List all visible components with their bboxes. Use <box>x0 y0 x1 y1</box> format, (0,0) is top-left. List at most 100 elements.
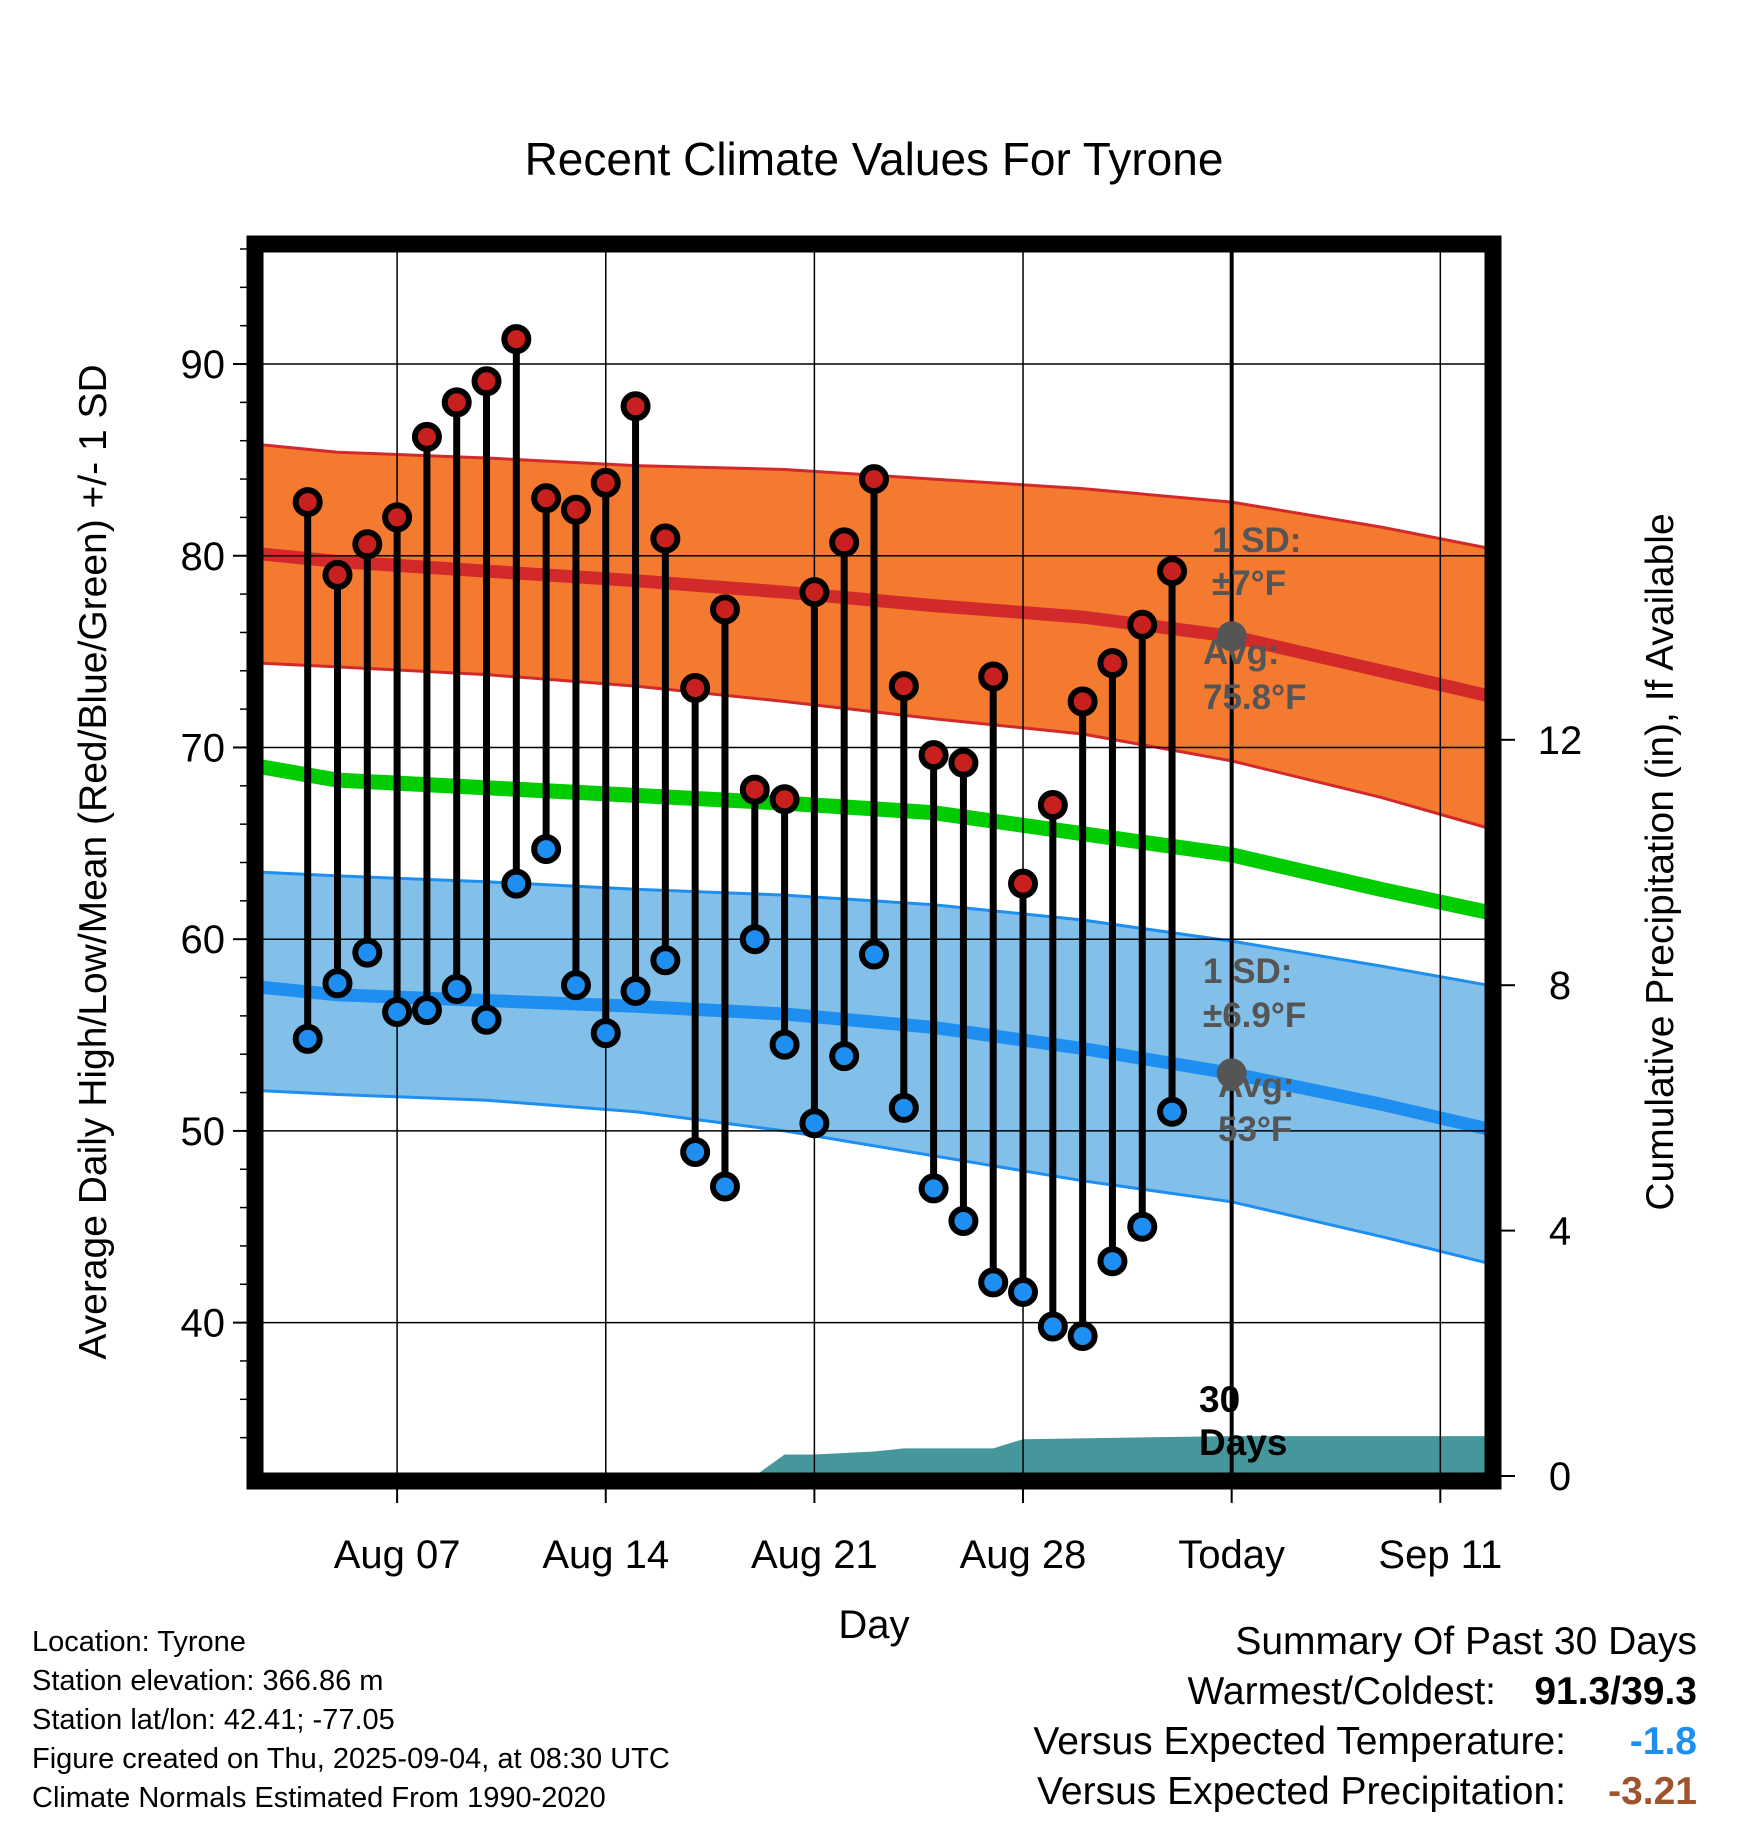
low-normal-line <box>259 980 1490 1136</box>
low-temp-point <box>978 1267 1009 1298</box>
low-temp-point <box>411 995 442 1026</box>
low-avg-value: 53°F <box>1218 1110 1292 1149</box>
low-temp-point <box>292 1023 323 1054</box>
warmest-value: 91.3/39.3 <box>1534 1670 1697 1713</box>
low-temp-point <box>739 924 770 955</box>
low-temp-point <box>352 937 383 968</box>
low-temp-point <box>1127 1211 1158 1242</box>
high-temp-point <box>531 483 562 514</box>
x-tick-label: Aug 14 <box>542 1533 669 1577</box>
low-temp-point <box>859 939 889 970</box>
y2-tick-label: 12 <box>1538 719 1583 763</box>
x-tick-label: Sep 11 <box>1378 1533 1502 1577</box>
high-temp-point <box>1037 789 1068 820</box>
high-temp-point <box>978 661 1009 692</box>
low-temp-point <box>680 1136 711 1167</box>
days-unit-label: Days <box>1199 1422 1287 1463</box>
location-info: Location: Tyrone <box>32 1626 246 1658</box>
high-sd-band-upper-edge <box>259 443 1489 550</box>
high-avg-value: 75.8°F <box>1203 678 1307 717</box>
y-tick-label: 90 <box>181 343 226 387</box>
mean-normal-line <box>258 759 1490 920</box>
low-temp-point <box>501 868 532 899</box>
x-tick-label: Today <box>1178 1533 1285 1577</box>
high-temp-point <box>709 594 740 625</box>
summary-warmest-row: Warmest/Coldest: 91.3/39.3 <box>0 1670 1748 1718</box>
temp-value: -1.8 <box>1629 1720 1697 1763</box>
y-tick-label: 80 <box>181 535 226 579</box>
low-temp-point <box>918 1173 949 1204</box>
summary-precip-row: Versus Expected Precipitation: -3.21 <box>0 1770 1748 1818</box>
high-temp-point <box>322 559 353 590</box>
summary-title: Summary Of Past 30 Days <box>1235 1620 1697 1663</box>
high-temp-point <box>441 387 472 418</box>
high-temp-point <box>1067 686 1098 717</box>
low-temp-point <box>1037 1311 1068 1342</box>
low-avg-label: Avg: <box>1218 1066 1294 1105</box>
high-temp-point <box>680 673 711 704</box>
warmest-label: Warmest/Coldest: <box>1187 1670 1496 1713</box>
high-temp-point <box>888 671 919 702</box>
high-temp-point <box>292 487 323 518</box>
high-temp-point <box>501 324 532 355</box>
low-temp-point <box>1157 1096 1188 1127</box>
high-sd-band-lower-edge <box>259 661 1489 830</box>
precipitation-area <box>260 1436 1488 1476</box>
high-temp-point <box>352 529 383 560</box>
chart-title: Recent Climate Values For Tyrone <box>525 133 1224 185</box>
y2-axis-title: Cumulative Precipitation (in), If Availa… <box>1639 513 1682 1210</box>
low-sd-label: 1 SD: <box>1203 952 1292 991</box>
low-temp-point <box>709 1171 740 1202</box>
low-temp-point <box>590 1018 621 1049</box>
low-temp-point <box>1097 1246 1128 1277</box>
y-tick-label: 40 <box>181 1302 226 1346</box>
high-temp-point <box>859 464 889 495</box>
high-temp-point <box>799 577 830 608</box>
x-tick-label: Aug 07 <box>334 1533 461 1577</box>
plot-frame <box>246 235 1502 1490</box>
low-temp-point <box>441 974 472 1005</box>
high-temp-point <box>739 774 770 805</box>
low-temp-point <box>322 968 353 999</box>
created-info: Figure created on Thu, 2025-09-04, at 08… <box>32 1743 670 1775</box>
low-sd-band <box>260 872 1488 1264</box>
high-sd-value: ±7°F <box>1212 564 1286 603</box>
high-temp-point <box>1127 609 1158 640</box>
x-tick-label: Aug 21 <box>751 1533 878 1577</box>
low-temp-point <box>799 1108 830 1139</box>
high-temp-point <box>829 527 860 558</box>
high-temp-point <box>1008 868 1039 899</box>
y-tick-label: 60 <box>181 918 226 962</box>
low-temp-point <box>948 1206 979 1237</box>
high-temp-point <box>560 494 591 525</box>
summary-temp-row: Versus Expected Temperature: -1.8 <box>0 1720 1748 1768</box>
latlon-info: Station lat/lon: 42.41; -77.05 <box>32 1704 395 1736</box>
low-sd-value: ±6.9°F <box>1203 996 1306 1035</box>
x-tick-label: Aug 28 <box>960 1533 1087 1577</box>
high-temp-point <box>590 467 621 498</box>
x-axis-title: Day <box>838 1603 909 1647</box>
y-tick-label: 70 <box>181 726 226 770</box>
low-temp-point <box>1008 1276 1039 1307</box>
low-temp-point <box>382 997 413 1028</box>
precip-value: -3.21 <box>1608 1770 1697 1813</box>
low-temp-point <box>769 1029 800 1060</box>
high-temp-point <box>411 421 442 452</box>
elevation-info: Station elevation: 366.86 m <box>32 1665 384 1697</box>
high-temp-point <box>769 784 800 815</box>
low-temp-point <box>1067 1321 1098 1352</box>
high-temp-point <box>382 502 413 533</box>
high-temp-point <box>620 391 651 422</box>
low-temp-point <box>829 1041 860 1072</box>
y-axis-title: Average Daily High/Low/Mean (Red/Blue/Gr… <box>72 364 115 1359</box>
high-avg-marker <box>1216 621 1247 652</box>
normals-info: Climate Normals Estimated From 1990-2020 <box>32 1782 606 1814</box>
high-temp-point <box>650 523 681 554</box>
y2-tick-label: 4 <box>1549 1210 1571 1254</box>
high-temp-point <box>1097 648 1128 679</box>
high-temp-point <box>471 366 502 397</box>
y-tick-label: 50 <box>181 1110 226 1154</box>
low-temp-point <box>888 1092 919 1123</box>
temp-label: Versus Expected Temperature: <box>1033 1720 1566 1763</box>
